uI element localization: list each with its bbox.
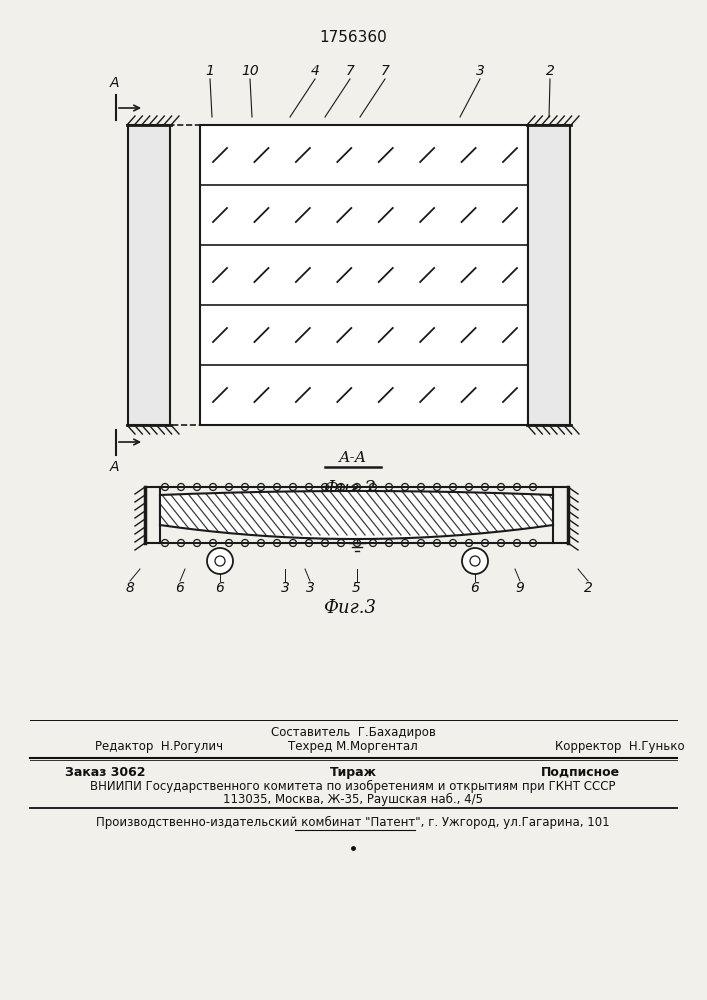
Text: 10: 10 bbox=[241, 64, 259, 78]
Bar bbox=[128, 125, 170, 425]
Text: Корректор  Н.Гунько: Корректор Н.Гунько bbox=[555, 740, 684, 753]
Text: 6: 6 bbox=[471, 581, 479, 595]
Bar bbox=[160, 487, 553, 543]
Text: А-А: А-А bbox=[339, 451, 367, 465]
Text: Производственно-издательский комбинат "Патент", г. Ужгород, ул.Гагарина, 101: Производственно-издательский комбинат "П… bbox=[96, 816, 610, 829]
Circle shape bbox=[462, 548, 488, 574]
Text: Тираж: Тираж bbox=[329, 766, 377, 779]
Text: 2: 2 bbox=[583, 581, 592, 595]
Text: 5: 5 bbox=[352, 581, 361, 595]
Text: 4: 4 bbox=[310, 64, 320, 78]
Text: ВНИИПИ Государственного комитета по изобретениям и открытиям при ГКНТ СССР: ВНИИПИ Государственного комитета по изоб… bbox=[90, 780, 616, 793]
Bar bbox=[200, 125, 528, 425]
Text: Редактор  Н.Рогулич: Редактор Н.Рогулич bbox=[95, 740, 223, 753]
Text: Фиг.3: Фиг.3 bbox=[324, 599, 377, 617]
Text: 1756360: 1756360 bbox=[319, 30, 387, 45]
Text: А: А bbox=[110, 460, 119, 474]
Polygon shape bbox=[160, 491, 553, 539]
Text: 6: 6 bbox=[216, 581, 224, 595]
Text: 6: 6 bbox=[175, 581, 185, 595]
Circle shape bbox=[207, 548, 233, 574]
Text: 9: 9 bbox=[515, 581, 525, 595]
Text: Подписное: Подписное bbox=[540, 766, 619, 779]
Text: 7: 7 bbox=[346, 64, 354, 78]
Bar bbox=[128, 125, 200, 425]
Text: Фиг.2: Фиг.2 bbox=[324, 480, 377, 498]
Bar bbox=[528, 125, 570, 425]
Text: 1: 1 bbox=[206, 64, 214, 78]
Text: 3: 3 bbox=[305, 581, 315, 595]
Text: Составитель  Г.Бахадиров: Составитель Г.Бахадиров bbox=[271, 726, 436, 739]
Text: Техред М.Моргентал: Техред М.Моргентал bbox=[288, 740, 418, 753]
Text: 3: 3 bbox=[281, 581, 289, 595]
Text: 113035, Москва, Ж-35, Раушская наб., 4/5: 113035, Москва, Ж-35, Раушская наб., 4/5 bbox=[223, 793, 483, 806]
Text: 7: 7 bbox=[380, 64, 390, 78]
Text: 3: 3 bbox=[476, 64, 484, 78]
Text: 2: 2 bbox=[546, 64, 554, 78]
Text: Заказ 3062: Заказ 3062 bbox=[65, 766, 146, 779]
Text: 8: 8 bbox=[126, 581, 134, 595]
Text: А: А bbox=[110, 76, 119, 90]
